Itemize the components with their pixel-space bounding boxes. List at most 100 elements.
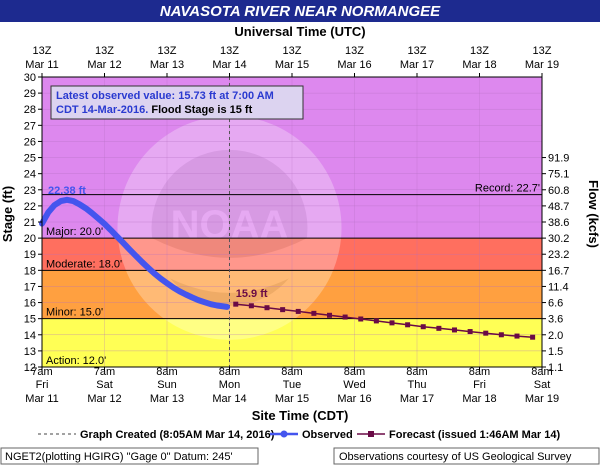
forecast-series-line bbox=[235, 303, 533, 338]
right-axis-title: Flow (kcfs) bbox=[586, 180, 600, 248]
forecast-point bbox=[342, 314, 348, 320]
bottom-tick-label: 8am bbox=[156, 366, 177, 378]
right-tick-label: 3.6 bbox=[548, 314, 563, 326]
forecast-point bbox=[389, 320, 395, 326]
legend-forecast-marker bbox=[368, 431, 374, 437]
left-tick-label: 25 bbox=[24, 153, 36, 165]
record-stage-label: Record: 22.7' bbox=[475, 183, 540, 195]
top-tick-label: Mar 14 bbox=[212, 59, 246, 71]
observed-point bbox=[224, 304, 230, 310]
bottom-tick-label: 7am bbox=[94, 366, 115, 378]
peak-value-label: 22.38 ft bbox=[48, 185, 86, 197]
bottom-tick-label: Mar 19 bbox=[525, 393, 559, 405]
observed-point bbox=[214, 302, 220, 308]
top-tick-label: 13Z bbox=[158, 45, 177, 57]
right-tick-label: 75.1 bbox=[548, 169, 569, 181]
bottom-tick-label: Mon bbox=[219, 379, 240, 391]
observed-point bbox=[120, 240, 126, 246]
top-tick-label: 13Z bbox=[283, 45, 302, 57]
observed-point bbox=[70, 198, 76, 204]
flood-stage-note: Flood Stage is 15 ft bbox=[148, 104, 252, 116]
footer-datum-box bbox=[0, 447, 259, 465]
forecast-point bbox=[248, 303, 254, 309]
observed-point bbox=[152, 271, 157, 277]
top-tick-label: Mar 15 bbox=[275, 59, 309, 71]
top-tick-label: Mar 11 bbox=[25, 59, 58, 71]
footer-credit: Observations courtesy of US Geological S… bbox=[339, 451, 572, 463]
left-tick-label: 24 bbox=[24, 169, 36, 181]
forecast-point bbox=[233, 301, 239, 307]
right-tick-label: 16.7 bbox=[548, 265, 569, 277]
chart-axes: 12 13 14 15 16 17 18 19 20 21 22 23 24 25 26 27 28 29 30 1.… bbox=[24, 45, 570, 405]
title-bar bbox=[0, 0, 600, 22]
bottom-tick-label: 8am bbox=[344, 366, 365, 378]
observed-point bbox=[114, 234, 120, 239]
major-stage-label: Major: 20.0' bbox=[46, 226, 103, 238]
bottom-tick-label: 8am bbox=[469, 366, 490, 378]
left-tick-label: 23 bbox=[24, 185, 36, 197]
observed-point bbox=[208, 301, 214, 307]
minor-stage-label: Minor: 15.0' bbox=[46, 307, 103, 319]
left-tick-label: 16 bbox=[24, 298, 36, 310]
top-tick-label: 13Z bbox=[95, 45, 114, 57]
forecast-start-label: 15.9 ft bbox=[236, 288, 268, 300]
top-tick-label: Mar 12 bbox=[87, 59, 121, 71]
left-axis-title: Stage (ft) bbox=[0, 186, 15, 242]
observed-point bbox=[52, 202, 57, 208]
bottom-tick-label: Thu bbox=[408, 379, 427, 391]
bottom-tick-label: Mar 14 bbox=[212, 393, 246, 405]
bottom-tick-label: 8am bbox=[406, 366, 427, 378]
chart-grid bbox=[42, 77, 542, 367]
moderate-stage-label: Moderate: 18.0' bbox=[46, 258, 122, 270]
bottom-tick-label: Wed bbox=[343, 379, 365, 391]
forecast-point bbox=[452, 327, 457, 333]
forecast-point bbox=[358, 316, 364, 322]
bottom-tick-label: Tue bbox=[283, 379, 302, 391]
right-tick-label: 60.8 bbox=[548, 185, 569, 197]
footer-credit-box bbox=[333, 447, 600, 465]
legend-observed-label: Observed bbox=[302, 429, 353, 441]
right-tick-label: 1.5 bbox=[548, 346, 563, 358]
observed-point bbox=[177, 288, 182, 294]
observed-point bbox=[139, 259, 145, 265]
observed-point bbox=[108, 227, 114, 233]
plot-series bbox=[39, 196, 536, 340]
observed-point bbox=[127, 246, 132, 252]
right-tick-label: 91.9 bbox=[548, 153, 569, 165]
top-tick-label: 13Z bbox=[533, 45, 552, 57]
left-tick-label: 20 bbox=[24, 233, 36, 245]
right-tick-label: 6.6 bbox=[548, 298, 563, 310]
bottom-axis-title: Site Time (CDT) bbox=[252, 408, 349, 423]
top-tick-label: Mar 18 bbox=[462, 59, 496, 71]
top-tick-label: Mar 17 bbox=[400, 59, 434, 71]
observed-point bbox=[189, 294, 195, 300]
bottom-tick-label: 8am bbox=[281, 366, 302, 378]
right-tick-label: 2.0 bbox=[548, 330, 563, 342]
bottom-tick-label: Mar 13 bbox=[150, 393, 184, 405]
top-tick-label: 13Z bbox=[220, 45, 239, 57]
observed-point bbox=[183, 292, 189, 297]
top-tick-label: 13Z bbox=[33, 45, 52, 57]
bottom-tick-label: Sat bbox=[96, 379, 113, 391]
observed-point bbox=[58, 198, 64, 204]
left-tick-label: 19 bbox=[24, 249, 36, 261]
footer-datum: NGET2(plotting HGIRG) "Gage 0" Datum: 24… bbox=[5, 451, 233, 463]
top-axis-title: Universal Time (UTC) bbox=[234, 24, 365, 39]
left-tick-label: 26 bbox=[24, 136, 36, 148]
left-tick-label: 28 bbox=[24, 104, 36, 116]
latest-value-line1: Latest observed value: 15.73 ft at 7:00 … bbox=[56, 90, 274, 102]
left-tick-label: 12 bbox=[24, 362, 36, 374]
bottom-tick-label: Mar 11 bbox=[25, 393, 58, 405]
top-tick-label: 13Z bbox=[345, 45, 364, 57]
right-tick-label: 11.4 bbox=[548, 281, 569, 293]
forecast-point bbox=[420, 324, 426, 330]
left-tick-label: 18 bbox=[24, 265, 36, 277]
bottom-tick-label: Sat bbox=[534, 379, 551, 391]
latest-value-line2: CDT 14-Mar-2016. Flood Stage is 15 ft bbox=[56, 104, 253, 116]
left-tick-label: 30 bbox=[24, 72, 36, 84]
left-tick-label: 15 bbox=[24, 314, 36, 326]
observed-point bbox=[170, 285, 176, 291]
left-tick-label: 29 bbox=[24, 88, 36, 100]
forecast-point bbox=[327, 312, 332, 318]
right-tick-label: 30.2 bbox=[548, 233, 569, 245]
